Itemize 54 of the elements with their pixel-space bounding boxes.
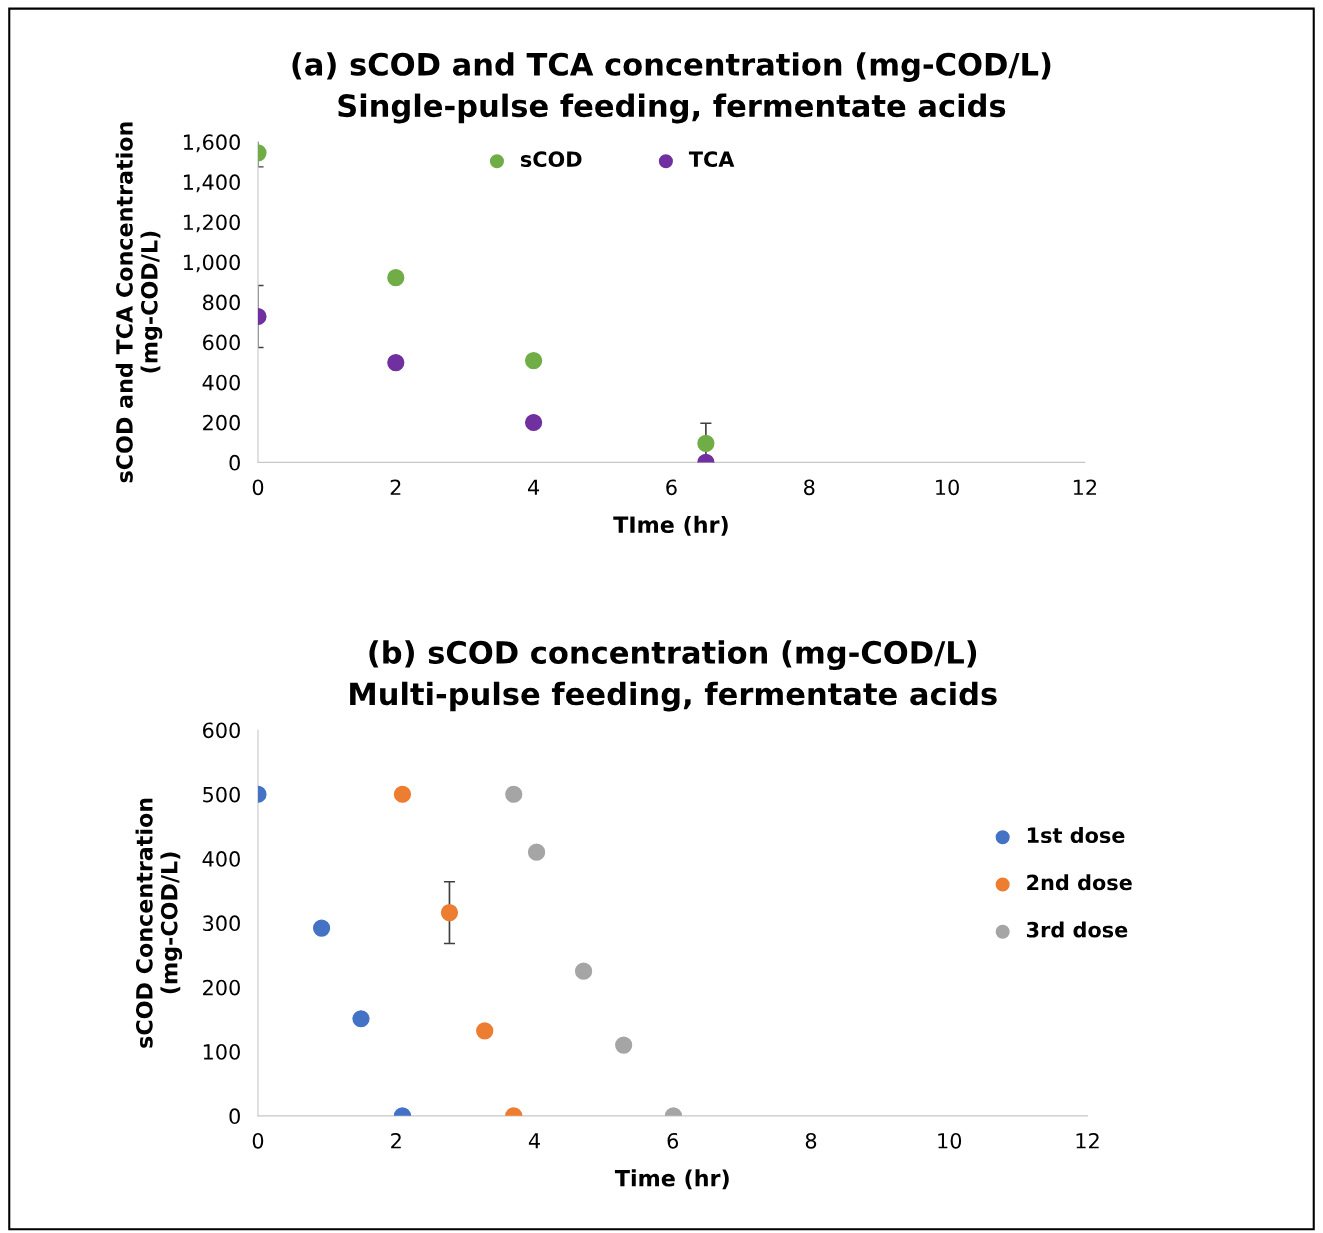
y-tick-label: 600: [203, 334, 240, 351]
x-tick-label: 6: [666, 479, 677, 496]
x-tick-label: 10: [938, 1132, 962, 1149]
y-tick-label: 0: [229, 454, 240, 471]
point: [352, 1010, 370, 1028]
point: [312, 919, 331, 937]
y-tick-label: 0: [229, 1108, 240, 1125]
y-tick-label: 600: [203, 722, 240, 739]
chart-title: (a) sCOD and TCA concentration (mg-COD/L) Single-pulse feeding, fermentate acids: [292, 52, 1051, 124]
legend-label: 1st dose: [1027, 826, 1125, 844]
y-tick-label: 1,200: [183, 214, 240, 233]
y-tick-label: 300: [203, 915, 240, 932]
x-axis-title: TIme (hr): [613, 515, 728, 536]
y-tick-label: 200: [203, 979, 240, 996]
x-tick-label: 0: [252, 479, 264, 496]
point: [524, 413, 543, 432]
x-tick-label: 0: [252, 1132, 264, 1149]
legend-label: 2nd dose: [1027, 874, 1132, 891]
point: [574, 962, 593, 980]
x-tick-label: 6: [667, 1132, 679, 1149]
y-tick-label: 1,400: [183, 174, 240, 193]
x-tick-label: 12: [1073, 479, 1097, 495]
point: [527, 843, 546, 861]
x-axis-title: Time (hr): [614, 1169, 729, 1190]
x-tick-label: 10: [936, 479, 959, 496]
chart-title: (b) sCOD concentration (mg-COD/L) Multi-pulse feeding, fermentate acids: [350, 640, 997, 712]
point: [524, 351, 543, 370]
point: [387, 353, 405, 372]
x-tick-label: 12: [1076, 1132, 1099, 1149]
y-tick-label: 400: [202, 374, 240, 391]
y-tick-label: 200: [203, 414, 240, 431]
x-tick-label: 2: [390, 479, 401, 495]
x-tick-label: 8: [804, 479, 815, 496]
x-tick-label: 2: [391, 1132, 401, 1149]
point: [387, 269, 405, 287]
legend-label: 3rd dose: [1026, 921, 1128, 938]
x-tick-label: 4: [528, 479, 540, 495]
point: [476, 1022, 494, 1040]
y-axis-title: sCOD and TCA Concentration (mg-COD/L): [115, 122, 163, 483]
y-tick-label: 400: [202, 851, 240, 867]
point: [393, 785, 412, 803]
point: [505, 785, 523, 803]
legend-label: sCOD: [520, 151, 582, 168]
y-tick-label: 500: [203, 786, 240, 803]
y-tick-label: 100: [203, 1044, 240, 1060]
y-axis-title: sCOD Concentration (mg-COD/L): [135, 798, 183, 1048]
y-tick-label: 1,000: [183, 254, 240, 273]
x-tick-label: 4: [528, 1133, 540, 1149]
point: [440, 903, 459, 922]
legend-label: TCA: [688, 151, 735, 168]
x-tick-label: 8: [805, 1132, 817, 1149]
y-tick-label: 800: [202, 294, 240, 311]
y-tick-label: 1,600: [183, 134, 240, 153]
point: [615, 1036, 633, 1054]
